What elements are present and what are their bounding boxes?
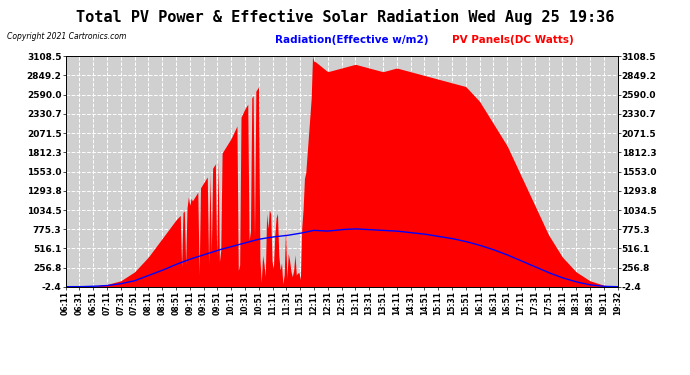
Text: PV Panels(DC Watts): PV Panels(DC Watts) xyxy=(452,35,573,45)
Text: Total PV Power & Effective Solar Radiation Wed Aug 25 19:36: Total PV Power & Effective Solar Radiati… xyxy=(76,9,614,26)
Text: Radiation(Effective w/m2): Radiation(Effective w/m2) xyxy=(275,35,428,45)
Text: Copyright 2021 Cartronics.com: Copyright 2021 Cartronics.com xyxy=(7,32,126,41)
